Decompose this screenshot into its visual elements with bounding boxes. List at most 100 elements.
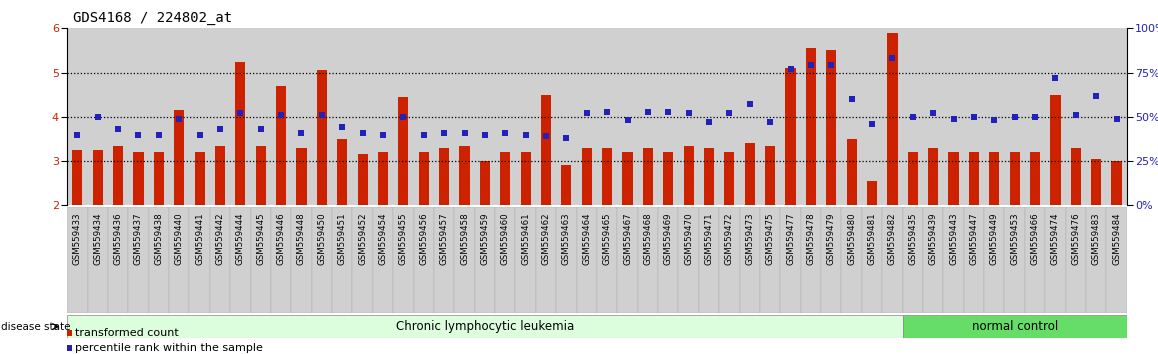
Bar [800,28,821,205]
Bar [658,28,679,205]
Bar [963,28,984,205]
Bar [93,150,103,205]
Text: GSM559435: GSM559435 [908,212,917,265]
Bar [1004,28,1025,205]
Text: GSM559445: GSM559445 [256,212,265,265]
Bar [658,28,679,205]
Bar [500,152,511,205]
Bar [902,28,923,205]
Bar [72,150,82,205]
Bar [577,28,598,205]
Bar [780,28,800,205]
Bar [740,207,760,313]
Text: GSM559460: GSM559460 [500,212,510,265]
Text: GSM559471: GSM559471 [704,212,713,265]
Text: GSM559453: GSM559453 [1010,212,1019,265]
Bar [271,207,292,313]
Bar [679,207,698,313]
Text: GSM559449: GSM559449 [990,212,999,265]
Bar [1065,207,1086,313]
Bar [1086,207,1106,313]
Bar [174,110,184,205]
Bar [496,28,515,205]
Bar [683,145,694,205]
Text: GSM559470: GSM559470 [684,212,694,265]
Bar [923,28,944,205]
Text: GSM559483: GSM559483 [1092,212,1100,265]
Bar [617,207,638,313]
Bar [842,28,862,205]
Bar [67,315,902,338]
Bar [1106,207,1127,313]
Bar [944,28,963,205]
Bar [271,28,292,205]
Text: GSM559457: GSM559457 [440,212,448,265]
Bar [479,161,490,205]
Text: Chronic lymphocytic leukemia: Chronic lymphocytic leukemia [396,320,574,333]
Bar [154,152,164,205]
Bar [454,207,475,313]
Bar [250,28,271,205]
Bar [581,148,592,205]
Bar [760,28,780,205]
Bar [846,139,857,205]
Bar [882,28,902,205]
Bar [190,28,210,205]
Bar [271,28,292,205]
Bar [842,28,862,205]
Bar [133,152,144,205]
Bar [1106,28,1127,205]
Bar [928,148,938,205]
Bar [312,28,332,205]
Text: percentile rank within the sample: percentile rank within the sample [75,343,263,353]
Bar [719,28,740,205]
Text: GSM559442: GSM559442 [215,212,225,265]
Bar [475,28,496,205]
Bar [882,28,902,205]
Bar [230,28,250,205]
Bar [88,28,108,205]
Bar [1091,159,1101,205]
Bar [923,28,944,205]
Bar [577,207,598,313]
Bar [475,28,496,205]
Bar [210,28,230,205]
Bar [821,207,842,313]
Bar [1010,152,1020,205]
Bar [129,28,148,205]
Bar [413,207,434,313]
Bar [515,207,536,313]
Bar [887,33,897,205]
Bar [698,28,719,205]
Bar [963,28,984,205]
Bar [862,207,882,313]
Bar [434,28,454,205]
Bar [210,207,230,313]
Bar [394,207,413,313]
Bar [276,86,286,205]
Text: GSM559475: GSM559475 [765,212,775,265]
Bar [352,28,373,205]
Bar [394,28,413,205]
Text: GSM559468: GSM559468 [644,212,652,265]
Text: GSM559436: GSM559436 [113,212,123,265]
Bar [948,152,959,205]
Bar [740,28,760,205]
Bar [944,207,963,313]
Bar [475,207,496,313]
Bar [923,207,944,313]
Bar [780,207,800,313]
Bar [842,207,862,313]
Bar [658,207,679,313]
Bar [638,207,658,313]
Text: GSM559482: GSM559482 [888,212,897,265]
Bar [698,207,719,313]
Text: GSM559467: GSM559467 [623,212,632,265]
Text: GSM559462: GSM559462 [542,212,550,265]
Bar [902,315,1127,338]
Text: GSM559433: GSM559433 [73,212,82,265]
Text: GSM559451: GSM559451 [338,212,346,265]
Bar [785,68,796,205]
Text: GSM559454: GSM559454 [379,212,388,265]
Bar [1065,28,1086,205]
